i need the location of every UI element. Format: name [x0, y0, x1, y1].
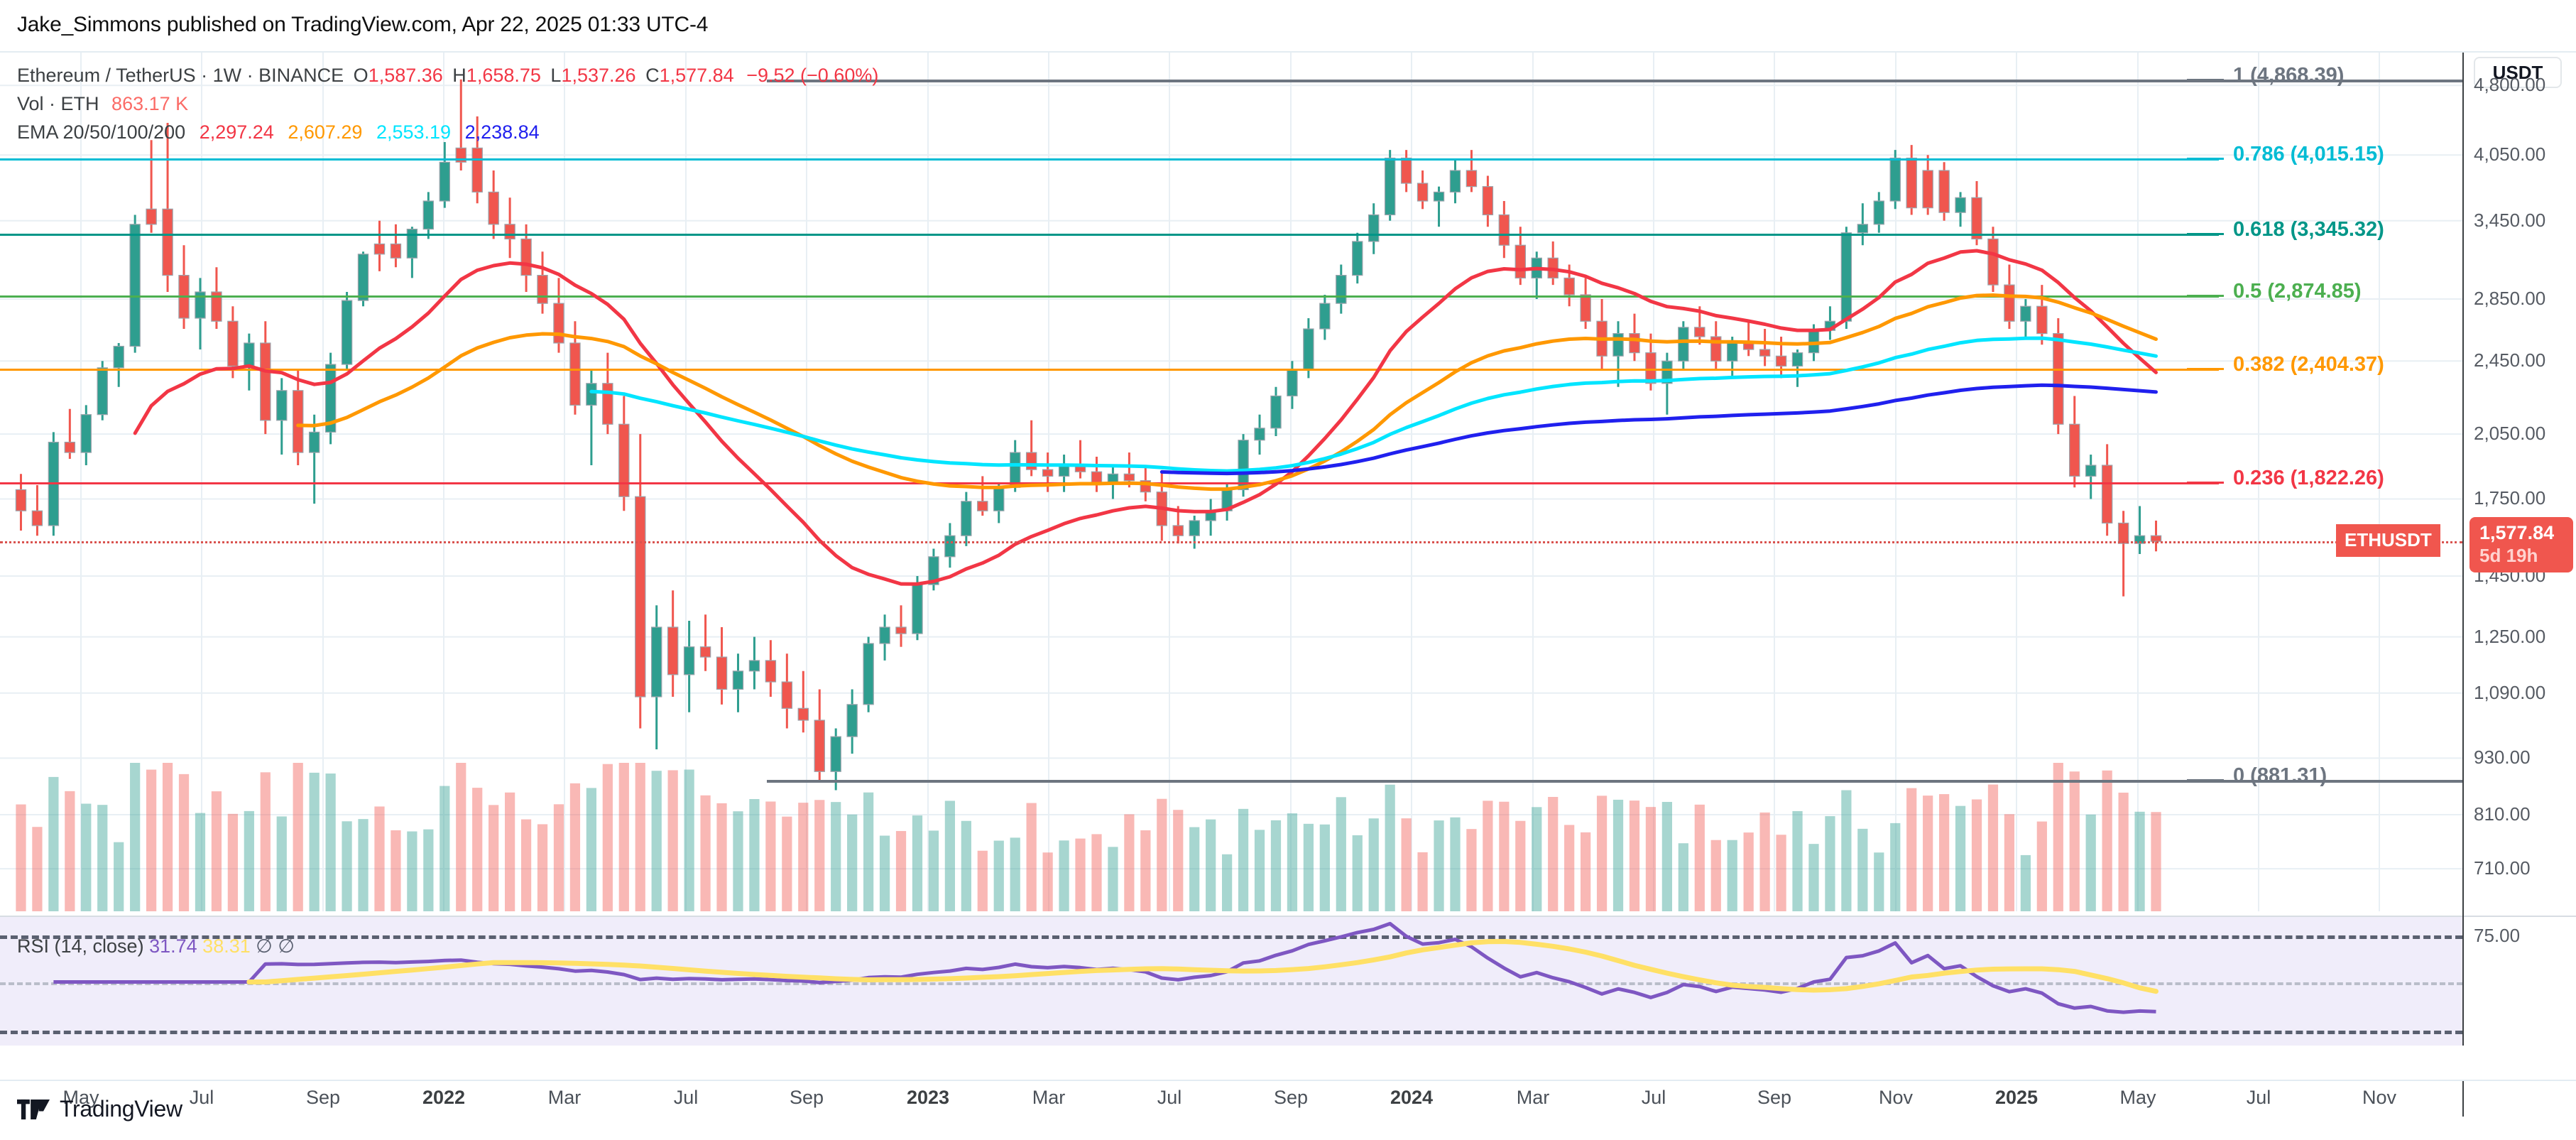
- fib-line-0: [767, 780, 2462, 783]
- fib-line-0.618: [0, 233, 2219, 236]
- tradingview-brand: TradingView: [60, 1096, 182, 1122]
- fib-label-0.5: 0.5 (2,874.85): [2233, 280, 2362, 303]
- rsi-overbought-band: [0, 935, 2462, 939]
- plot-area[interactable]: 1 (4,868.39) 0.786 (4,015.15) 0.618 (3,345…: [0, 53, 2462, 1046]
- fib-label-1: 1 (4,868.39): [2233, 64, 2345, 87]
- time-axis-tick: Sep: [1757, 1087, 1792, 1108]
- footer: TradingView: [17, 1096, 182, 1122]
- volume-bars: [16, 763, 2161, 911]
- time-axis-right-separator: [2462, 1081, 2464, 1117]
- rsi-na-2: ∅: [278, 935, 295, 957]
- price-axis-tick: 3,450.00: [2474, 209, 2546, 231]
- fib-line-0.382: [0, 369, 2219, 371]
- fib-label-0.786: 0.786 (4,015.15): [2233, 143, 2384, 166]
- time-axis-tick: 2024: [1390, 1087, 1434, 1108]
- fib-line-0.5: [0, 295, 2219, 298]
- time-axis[interactable]: May Jul Sep 2022 Mar Jul Sep 2023 Mar Jul Sep 2024 M…: [0, 1080, 2576, 1117]
- price-axis-tick: 1,090.00: [2474, 681, 2546, 703]
- current-price-badge[interactable]: 1,577.84 5d 19h: [2469, 517, 2573, 573]
- rsi-axis-tick: 75.00: [2474, 925, 2521, 946]
- fib-label-0: 0 (881.31): [2233, 764, 2327, 788]
- chart-frame: 1 (4,868.39) 0.786 (4,015.15) 0.618 (3,345…: [0, 51, 2576, 1080]
- price-axis-unit: USDT: [2474, 57, 2562, 88]
- time-axis-tick: Nov: [2362, 1087, 2397, 1108]
- bar-countdown: 5d 19h: [2479, 545, 2538, 567]
- time-axis-tick: Mar: [1516, 1087, 1550, 1108]
- price-axis-tick: 2,450.00: [2474, 349, 2546, 371]
- rsi-series: [53, 921, 2159, 1014]
- rsi-axis-separator: [2464, 916, 2576, 917]
- price-axis-tick: 2,850.00: [2474, 288, 2546, 310]
- time-axis-tick: May: [62, 1087, 99, 1108]
- fib-label-0.236: 0.236 (1,822.26): [2233, 467, 2384, 490]
- time-axis-tick: Mar: [1032, 1087, 1066, 1108]
- tradingview-logo-icon: [17, 1099, 50, 1120]
- price-axis-tick: 1,750.00: [2474, 487, 2546, 509]
- rsi-value: 31.74: [149, 935, 197, 957]
- time-axis-tick: Jul: [2246, 1087, 2271, 1108]
- rsi-na-1: ∅: [256, 935, 273, 957]
- rsi-pane[interactable]: RSI (14, close) 31.74 38.31 ∅ ∅: [0, 916, 2462, 1046]
- fib-stub-0.382: [2187, 368, 2224, 371]
- price-grid: [0, 53, 2462, 911]
- fib-line-0.786: [0, 158, 2219, 161]
- rsi-legend-label: RSI (14, close): [17, 935, 144, 957]
- rsi-legend: RSI (14, close) 31.74 38.31 ∅ ∅: [17, 935, 295, 957]
- price-axis-tick: 4,800.00: [2474, 74, 2546, 96]
- fib-stub-0.5: [2187, 295, 2224, 298]
- time-axis-tick: Sep: [789, 1087, 824, 1108]
- fib-line-1: [767, 80, 2462, 83]
- fib-label-0.618: 0.618 (3,345.32): [2233, 217, 2384, 241]
- price-axis-tick: 1,250.00: [2474, 625, 2546, 647]
- price-axis-tick: 4,050.00: [2474, 143, 2546, 165]
- price-axis-tick: 2,050.00: [2474, 423, 2546, 445]
- rsi-midline-band: [0, 982, 2462, 985]
- current-price-value: 1,577.84: [2479, 522, 2555, 544]
- price-axis-tick: 930.00: [2474, 747, 2531, 769]
- time-axis-tick: Mar: [547, 1087, 582, 1108]
- price-axis-tick: 810.00: [2474, 803, 2531, 825]
- rsi-ma-value: 38.31: [202, 935, 251, 957]
- time-axis-tick: Sep: [1273, 1087, 1309, 1108]
- time-axis-tick: Jul: [673, 1087, 699, 1108]
- time-axis-tick: 2022: [422, 1087, 466, 1108]
- time-axis-tick: Jul: [1641, 1087, 1666, 1108]
- rsi-oversold-band: [0, 1031, 2462, 1034]
- fib-label-0.382: 0.382 (2,404.37): [2233, 353, 2384, 376]
- time-axis-tick: Sep: [305, 1087, 341, 1108]
- ema-overlays: [133, 249, 2158, 586]
- time-axis-tick: Nov: [1878, 1087, 1914, 1108]
- price-pane[interactable]: 1 (4,868.39) 0.786 (4,015.15) 0.618 (3,345…: [0, 53, 2462, 911]
- time-axis-tick: 2025: [1994, 1087, 2039, 1108]
- fib-stub-0: [2187, 779, 2224, 782]
- time-axis-tick: May: [2119, 1087, 2156, 1108]
- time-axis-tick: Jul: [189, 1087, 214, 1108]
- fib-stub-0.236: [2187, 482, 2224, 484]
- price-axis-tick: 710.00: [2474, 857, 2531, 879]
- symbol-price-tag: ETHUSDT: [2336, 524, 2440, 558]
- attribution-text: Jake_Simmons published on TradingView.co…: [17, 13, 709, 36]
- current-price-line: [0, 541, 2462, 544]
- time-axis-tick: 2023: [906, 1087, 950, 1108]
- fib-stub-1: [2187, 79, 2224, 82]
- fib-stub-0.786: [2187, 158, 2224, 161]
- fib-stub-0.618: [2187, 232, 2224, 235]
- time-axis-tick: Jul: [1157, 1087, 1182, 1108]
